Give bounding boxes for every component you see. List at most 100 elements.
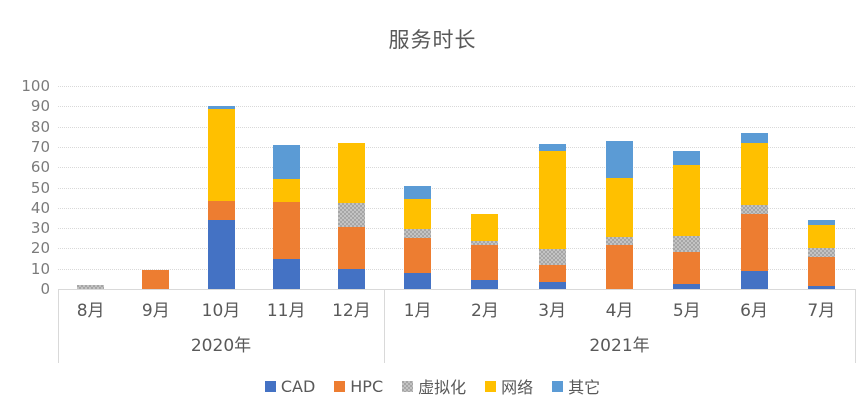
legend-label-虚拟化: 虚拟化 bbox=[418, 378, 467, 397]
x-axis-band: 8月 9月 10月 11月 12月 1月 2月 3月 4月 5月 6月 7月 2020年 2021年 bbox=[58, 289, 856, 363]
x-tick-label-5月: 5月 bbox=[672, 301, 701, 321]
legend-label-网络: 网络 bbox=[501, 378, 534, 397]
bar-segment-虚拟化-3月 bbox=[538, 249, 566, 265]
x-tick-label-10月: 10月 bbox=[201, 301, 241, 321]
gridline-20 bbox=[58, 248, 855, 250]
bar-7月 bbox=[807, 220, 835, 289]
x-tick-label-11月: 11月 bbox=[266, 301, 306, 321]
bar-segment-虚拟化-1月 bbox=[404, 229, 432, 239]
bar-segment-HPC-7月 bbox=[807, 256, 835, 286]
legend-item-其它: 其它 bbox=[552, 374, 600, 398]
bar-segment-CAD-10月 bbox=[207, 219, 235, 289]
bar-segment-网络-1月 bbox=[404, 198, 432, 230]
y-tick-label-0: 0 bbox=[40, 280, 50, 298]
bar-segment-虚拟化-6月 bbox=[740, 204, 768, 214]
bar-segment-其它-11月 bbox=[272, 144, 300, 180]
x-tick-label-7月: 7月 bbox=[807, 301, 836, 321]
bar-segment-其它-5月 bbox=[673, 151, 701, 166]
bar-segment-虚拟化-4月 bbox=[606, 237, 633, 246]
bar-segment-HPC-3月 bbox=[538, 264, 566, 282]
y-tick-label-20: 20 bbox=[30, 239, 50, 258]
y-tick-label-80: 80 bbox=[30, 117, 50, 136]
bar-segment-HPC-9月 bbox=[142, 269, 170, 289]
gridline-70 bbox=[58, 146, 855, 148]
y-tick-label-100: 100 bbox=[21, 77, 50, 95]
legend-label-其它: 其它 bbox=[568, 378, 601, 397]
bar-segment-其它-4月 bbox=[606, 140, 633, 179]
bar-segment-虚拟化-8月 bbox=[77, 284, 105, 289]
bar-segment-其它-1月 bbox=[404, 185, 432, 199]
legend-item-虚拟化: 虚拟化 bbox=[402, 374, 466, 398]
y-tick-label-30: 30 bbox=[30, 219, 50, 238]
bar-segment-虚拟化-12月 bbox=[337, 202, 365, 228]
bar-segment-HPC-4月 bbox=[606, 245, 633, 289]
axis-divider-2 bbox=[855, 289, 856, 363]
bar-3月 bbox=[538, 143, 566, 289]
gridline-10 bbox=[58, 268, 855, 270]
x-tick-label-3月: 3月 bbox=[538, 301, 567, 321]
x-tick-label-12月: 12月 bbox=[332, 301, 371, 321]
y-tick-label-60: 60 bbox=[30, 158, 50, 177]
bar-segment-网络-6月 bbox=[740, 142, 768, 205]
bar-6月 bbox=[740, 132, 768, 289]
legend-label-CAD: CAD bbox=[280, 376, 316, 396]
x-tick-label-8月: 8月 bbox=[76, 301, 105, 321]
plot-area: 0 10 20 30 40 50 60 70 80 90 100 bbox=[21, 77, 855, 298]
bar-segment-HPC-10月 bbox=[207, 200, 235, 220]
bar-segment-CAD-5月 bbox=[673, 283, 701, 289]
bar-segment-网络-2月 bbox=[471, 213, 499, 242]
legend: CAD HPC 虚拟化 网络 其它 bbox=[0, 371, 865, 401]
gridline-30 bbox=[58, 228, 855, 230]
legend-swatch-其它 bbox=[552, 380, 564, 392]
bar-segment-CAD-3月 bbox=[538, 281, 566, 289]
legend-swatch-HPC bbox=[334, 380, 346, 392]
bar-segment-网络-5月 bbox=[673, 165, 701, 237]
bar-1月 bbox=[404, 185, 432, 289]
bar-segment-虚拟化-2月 bbox=[471, 241, 499, 246]
gridline-80 bbox=[58, 126, 855, 128]
bar-11月 bbox=[272, 144, 300, 289]
bar-segment-网络-4月 bbox=[606, 178, 633, 238]
bar-segment-CAD-12月 bbox=[337, 268, 365, 289]
bar-segment-CAD-2月 bbox=[471, 279, 499, 289]
bar-segment-CAD-6月 bbox=[740, 270, 768, 289]
y-tick-label-90: 90 bbox=[30, 97, 50, 116]
bar-segment-HPC-6月 bbox=[740, 213, 768, 271]
bar-segment-CAD-11月 bbox=[272, 258, 300, 289]
bar-12月 bbox=[337, 142, 365, 289]
bar-segment-HPC-11月 bbox=[272, 201, 300, 259]
legend-swatch-CAD bbox=[264, 380, 276, 392]
chart-title: 服务时长 bbox=[388, 28, 477, 52]
gridline-0 bbox=[58, 289, 855, 290]
gridline-40 bbox=[58, 207, 855, 209]
x-tick-label-6月: 6月 bbox=[740, 301, 768, 321]
year-group-label-2021年: 2021年 bbox=[589, 336, 650, 356]
bar-segment-网络-10月 bbox=[207, 109, 235, 201]
x-tick-label-2月: 2月 bbox=[471, 301, 499, 321]
bar-segment-HPC-2月 bbox=[471, 245, 499, 280]
bar-segment-网络-7月 bbox=[807, 225, 835, 249]
bar-segment-虚拟化-7月 bbox=[807, 248, 835, 257]
legend-label-HPC: HPC bbox=[350, 376, 384, 396]
bar-segment-其它-6月 bbox=[740, 132, 768, 143]
y-tick-label-10: 10 bbox=[30, 259, 50, 278]
bar-segment-其它-10月 bbox=[207, 106, 235, 110]
bar-segment-CAD-7月 bbox=[807, 285, 835, 289]
bar-segment-CAD-1月 bbox=[404, 272, 432, 289]
bar-9月 bbox=[142, 269, 170, 289]
y-tick-label-70: 70 bbox=[30, 137, 50, 156]
legend-swatch-网络 bbox=[485, 380, 497, 392]
bar-segment-其它-7月 bbox=[807, 220, 835, 226]
legend-item-网络: 网络 bbox=[485, 374, 533, 398]
gridline-50 bbox=[58, 187, 855, 189]
legend-item-CAD: CAD bbox=[264, 376, 316, 396]
x-tick-label-4月: 4月 bbox=[605, 301, 634, 321]
y-tick-label-40: 40 bbox=[30, 198, 50, 217]
bar-segment-网络-12月 bbox=[337, 142, 365, 203]
bar-4月 bbox=[606, 140, 633, 289]
axis-divider-0 bbox=[58, 289, 59, 363]
bar-segment-网络-3月 bbox=[538, 150, 566, 250]
gridline-60 bbox=[58, 167, 855, 169]
x-tick-label-9月: 9月 bbox=[141, 301, 170, 321]
